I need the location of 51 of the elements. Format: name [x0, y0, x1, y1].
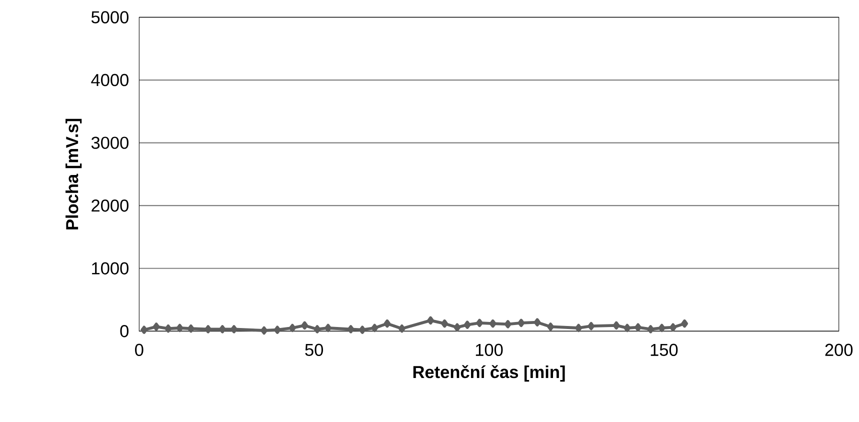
point — [504, 320, 512, 328]
y-tick-label: 0 — [120, 324, 128, 338]
point — [670, 323, 676, 332]
point — [547, 322, 554, 331]
point — [464, 320, 471, 329]
x-tick-label: 200 — [825, 344, 853, 356]
x-tick-label: 100 — [476, 344, 503, 356]
point — [658, 324, 666, 332]
point — [371, 324, 378, 332]
point — [324, 324, 332, 332]
point — [647, 324, 654, 334]
point — [218, 324, 226, 334]
x-tick-label: 50 — [305, 344, 324, 356]
y-tick-label: 2000 — [92, 199, 128, 212]
point — [441, 319, 448, 328]
point — [204, 324, 212, 334]
point — [612, 321, 620, 330]
point — [588, 322, 595, 330]
point — [398, 324, 406, 333]
point — [274, 326, 281, 334]
y-tick-label: 1000 — [92, 262, 128, 274]
point — [230, 324, 238, 334]
x-tick-label: 0 — [135, 344, 144, 356]
point — [681, 319, 688, 328]
point — [358, 326, 366, 334]
y-tick-label: 5000 — [91, 11, 128, 24]
point — [427, 316, 434, 324]
x-axis-title: Retenční čas [min] — [413, 364, 565, 382]
y-tick-label: 4000 — [91, 74, 128, 86]
point — [476, 318, 484, 327]
point — [164, 324, 172, 333]
y-tick-label: 3000 — [91, 136, 128, 149]
point — [534, 318, 541, 326]
point — [575, 324, 582, 332]
point — [454, 323, 461, 332]
point — [176, 324, 184, 332]
point — [187, 324, 194, 333]
y-axis-title: Plocha [mV.s] — [66, 118, 82, 230]
point — [489, 319, 496, 328]
point — [301, 321, 308, 330]
point — [384, 319, 391, 328]
point — [634, 323, 642, 332]
point — [140, 326, 148, 334]
point — [260, 326, 268, 334]
point — [314, 324, 321, 334]
point — [288, 324, 296, 332]
point — [624, 324, 631, 332]
point — [347, 324, 354, 334]
x-tick-label: 150 — [650, 344, 678, 356]
point — [152, 322, 160, 331]
point — [518, 318, 525, 327]
